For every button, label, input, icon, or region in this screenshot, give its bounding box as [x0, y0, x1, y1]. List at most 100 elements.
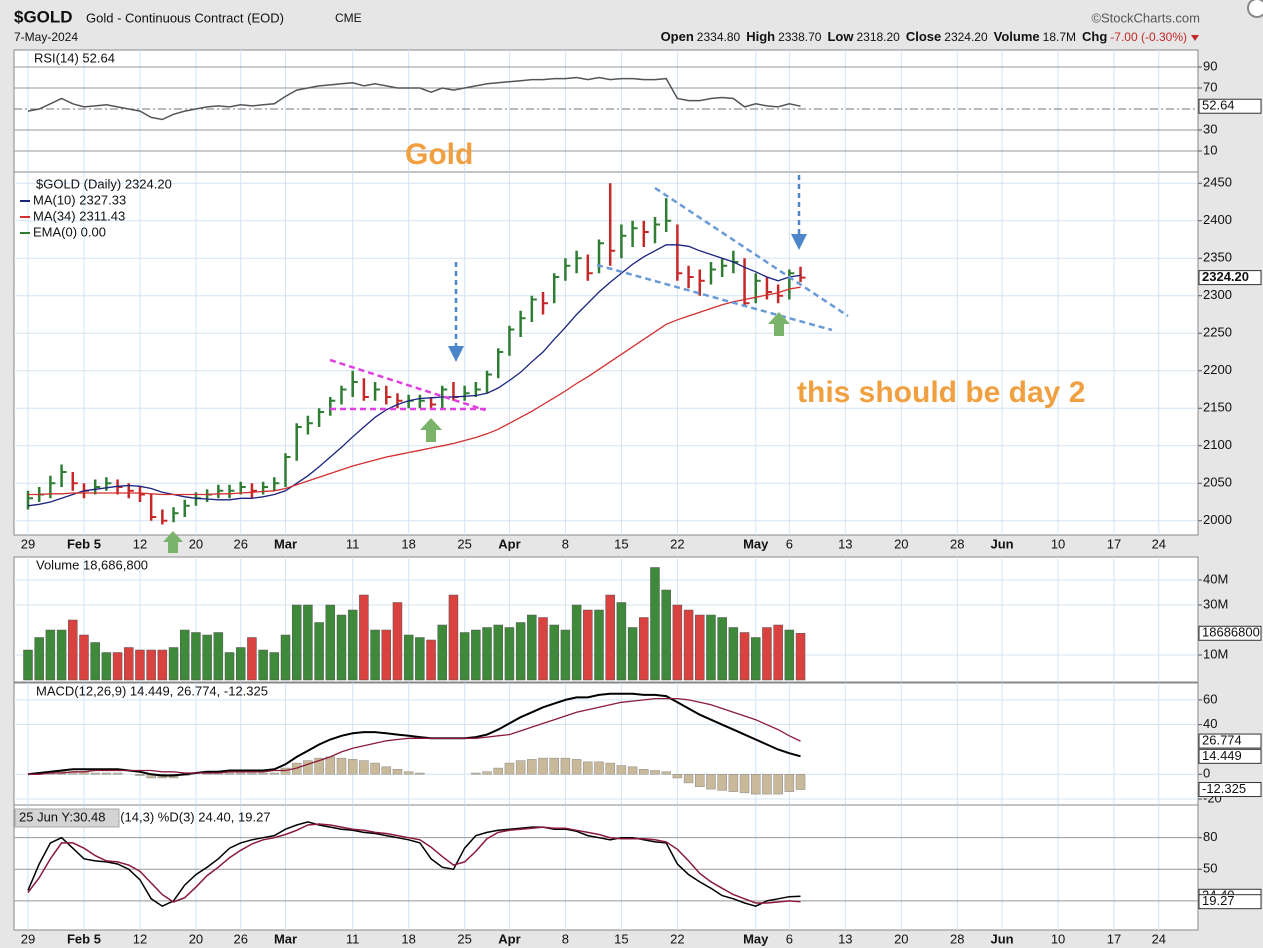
- y-tick-label: 70: [1203, 79, 1217, 94]
- x-tick-label: 29: [21, 536, 35, 551]
- volume-bar: [347, 609, 358, 681]
- x-tick-label: 20: [894, 931, 908, 946]
- trend-line: [654, 186, 849, 318]
- panel-label: $GOLD (Daily) 2324.20: [36, 176, 172, 191]
- panel-label: RSI(14) 52.64: [34, 50, 115, 65]
- value-tag: [1198, 733, 1262, 749]
- panel: [13, 804, 1199, 931]
- volume-bar: [403, 634, 414, 681]
- histogram-bar: [392, 769, 403, 775]
- close-icon[interactable]: [1247, 0, 1263, 18]
- histogram-bar: [728, 774, 739, 792]
- histogram-bar: [583, 761, 593, 775]
- y-tick-label: 2000: [1203, 512, 1232, 527]
- volume-bar: [795, 633, 806, 681]
- stat-label: Volume: [994, 29, 1040, 44]
- panel: [13, 49, 1199, 173]
- volume-bar: [56, 629, 67, 681]
- histogram-bar: [359, 760, 369, 775]
- value-tag: [1198, 98, 1262, 114]
- histogram-bar: [538, 757, 548, 775]
- x-tick-label: 15: [614, 536, 628, 551]
- volume-bar: [325, 604, 336, 681]
- line: [28, 286, 801, 496]
- volume-bar: [762, 627, 772, 681]
- volume-bar: [627, 627, 638, 681]
- volume-bar: [303, 604, 313, 681]
- x-tick-label: May: [743, 931, 769, 946]
- volume-bar: [571, 604, 582, 681]
- volume-bar: [459, 632, 470, 681]
- volume-bar: [381, 629, 392, 681]
- y-tick-label: 2150: [1203, 400, 1232, 415]
- value-tag: [1198, 782, 1262, 798]
- volume-bar: [359, 594, 369, 681]
- line: [27, 821, 801, 908]
- tooltip: [14, 808, 120, 828]
- volume-bar: [672, 604, 683, 681]
- legend-entry: EMA(0) 0.00: [33, 224, 106, 239]
- stat-value: 2338.70: [778, 30, 822, 44]
- histogram-bar: [247, 772, 257, 775]
- trend-line: [329, 358, 486, 412]
- volume-bar: [291, 604, 302, 681]
- x-tick-label: 12: [133, 536, 147, 551]
- histogram-bar: [784, 774, 795, 792]
- legend-entry: MA(10) 2327.33: [33, 192, 126, 207]
- plot-area: 9070301020002050210021502200225023002350…: [13, 49, 1262, 946]
- histogram-bar: [717, 774, 727, 791]
- histogram-bar: [527, 759, 537, 775]
- volume-bar: [392, 602, 403, 681]
- value-tag: [1198, 625, 1262, 641]
- up-arrow: [768, 312, 790, 336]
- y-tick-label: 10M: [1203, 646, 1228, 661]
- x-tick-label: 28: [950, 536, 964, 551]
- histogram-bar: [739, 774, 750, 794]
- stat-value: 2324.20: [944, 30, 988, 44]
- histogram-bar: [762, 774, 772, 795]
- volume-bar: [773, 624, 783, 681]
- volume-bar: [179, 629, 190, 681]
- volume-bar: [784, 629, 795, 681]
- histogram-bar: [504, 762, 515, 775]
- y-tick-label: 80: [1203, 829, 1217, 844]
- y-tick-label: 0: [1203, 766, 1210, 781]
- volume-bar: [370, 629, 380, 681]
- value-tag-label: 52.64: [1202, 98, 1235, 113]
- legend-entry: MA(34) 2311.43: [33, 208, 125, 223]
- x-tick-label: Feb 5: [67, 931, 101, 946]
- volume-bar: [224, 652, 235, 681]
- panel-label: Volume 18,686,800: [36, 557, 148, 572]
- x-tick-label: 28: [950, 931, 964, 946]
- volume-bar: [157, 649, 168, 681]
- y-tick-label: 40: [1203, 716, 1217, 731]
- volume-bar: [437, 624, 448, 681]
- histogram-bar: [269, 772, 280, 775]
- volume-bar: [549, 624, 559, 681]
- y-tick-label: 30M: [1203, 596, 1228, 611]
- x-tick-label: Feb 5: [67, 536, 101, 551]
- y-tick-label: 2300: [1203, 287, 1232, 302]
- histogram-bar: [224, 772, 235, 775]
- x-tick-label: 8: [562, 931, 569, 946]
- volume-bar: [583, 609, 593, 681]
- x-tick-label: 20: [189, 931, 203, 946]
- volume-bar: [695, 614, 705, 681]
- x-tick-label: 22: [670, 931, 684, 946]
- volume-bar: [739, 632, 750, 681]
- value-tag: [1198, 270, 1262, 286]
- x-tick-label: 20: [894, 536, 908, 551]
- x-tick-label: 6: [786, 536, 793, 551]
- x-tick-label: 11: [346, 536, 360, 551]
- histogram-bar: [571, 759, 582, 775]
- arrow-head: [448, 346, 464, 362]
- value-tag-label: 18686800: [1202, 625, 1260, 640]
- y-tick-label: 2350: [1203, 250, 1232, 265]
- volume-bar: [23, 649, 33, 681]
- volume-bar: [45, 629, 56, 681]
- volume-bar: [527, 614, 537, 681]
- volume-bar: [504, 627, 515, 681]
- volume-bar: [482, 627, 492, 681]
- y-tick-label: 50: [1203, 861, 1217, 876]
- histogram-bar: [112, 772, 123, 775]
